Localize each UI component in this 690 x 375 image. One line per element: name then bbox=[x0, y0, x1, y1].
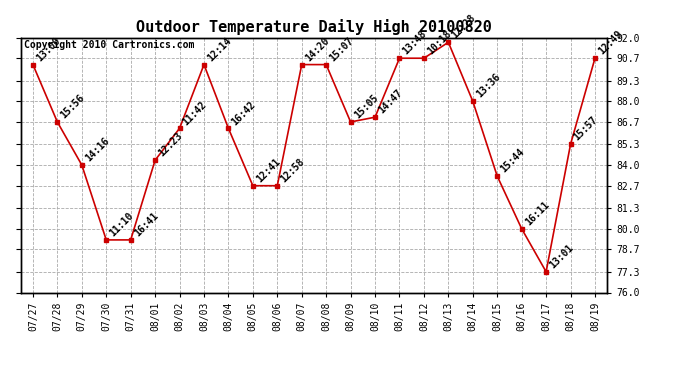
Text: 13:36: 13:36 bbox=[474, 72, 502, 100]
Text: 12:14: 12:14 bbox=[206, 35, 233, 63]
Text: 11:10: 11:10 bbox=[108, 211, 135, 238]
Text: 13:48: 13:48 bbox=[401, 29, 428, 57]
Text: 13:01: 13:01 bbox=[547, 243, 575, 270]
Text: 12:28: 12:28 bbox=[450, 13, 477, 41]
Text: 14:47: 14:47 bbox=[377, 88, 404, 116]
Text: 12:58: 12:58 bbox=[279, 156, 306, 184]
Text: 11:42: 11:42 bbox=[181, 99, 209, 127]
Text: 12:41: 12:41 bbox=[254, 156, 282, 184]
Text: 15:44: 15:44 bbox=[499, 147, 526, 175]
Text: 16:11: 16:11 bbox=[523, 200, 551, 227]
Text: 15:57: 15:57 bbox=[572, 115, 600, 143]
Text: 10:18: 10:18 bbox=[425, 29, 453, 57]
Text: 15:05: 15:05 bbox=[352, 93, 380, 121]
Text: Copyright 2010 Cartronics.com: Copyright 2010 Cartronics.com bbox=[23, 40, 194, 50]
Text: 12:49: 12:49 bbox=[596, 29, 624, 57]
Text: 14:16: 14:16 bbox=[83, 136, 111, 164]
Text: 15:07: 15:07 bbox=[328, 35, 355, 63]
Text: 13:00: 13:00 bbox=[34, 35, 62, 63]
Title: Outdoor Temperature Daily High 20100820: Outdoor Temperature Daily High 20100820 bbox=[136, 19, 492, 35]
Text: 14:20: 14:20 bbox=[303, 35, 331, 63]
Text: 12:23: 12:23 bbox=[157, 131, 184, 159]
Text: 16:42: 16:42 bbox=[230, 99, 257, 127]
Text: 15:56: 15:56 bbox=[59, 93, 86, 121]
Text: 16:41: 16:41 bbox=[132, 211, 160, 238]
